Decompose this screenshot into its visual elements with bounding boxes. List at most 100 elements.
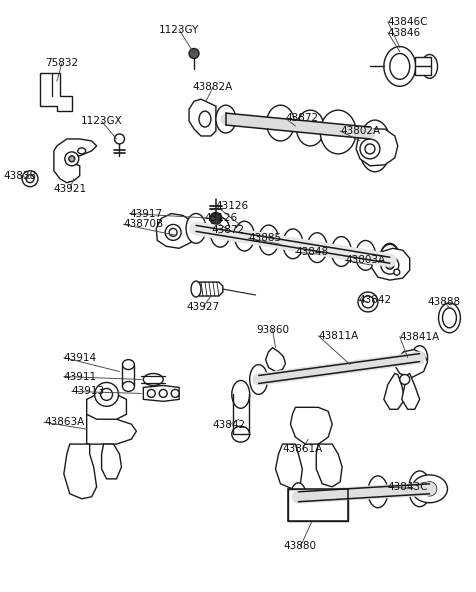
Text: 43927: 43927 bbox=[187, 302, 219, 312]
Ellipse shape bbox=[78, 148, 86, 154]
Text: 43921: 43921 bbox=[53, 184, 86, 194]
Bar bbox=[415, 57, 431, 75]
Text: 43870B: 43870B bbox=[123, 220, 164, 230]
Text: 43846C: 43846C bbox=[388, 17, 428, 27]
Text: 43126: 43126 bbox=[204, 214, 237, 223]
Circle shape bbox=[100, 388, 112, 400]
Text: 43811A: 43811A bbox=[318, 331, 358, 341]
Polygon shape bbox=[276, 444, 302, 489]
Ellipse shape bbox=[191, 281, 201, 297]
Polygon shape bbox=[101, 444, 121, 479]
Circle shape bbox=[95, 382, 119, 406]
Circle shape bbox=[423, 482, 436, 496]
Circle shape bbox=[115, 134, 124, 144]
Polygon shape bbox=[40, 73, 72, 111]
Ellipse shape bbox=[390, 53, 410, 79]
Ellipse shape bbox=[412, 475, 447, 503]
Ellipse shape bbox=[422, 54, 437, 78]
Text: 43882A: 43882A bbox=[193, 82, 233, 92]
Polygon shape bbox=[143, 385, 179, 401]
Ellipse shape bbox=[409, 471, 431, 507]
Polygon shape bbox=[288, 489, 348, 520]
Text: 43843C: 43843C bbox=[388, 482, 428, 492]
Ellipse shape bbox=[283, 229, 303, 259]
Ellipse shape bbox=[186, 214, 206, 243]
Ellipse shape bbox=[143, 374, 163, 385]
Circle shape bbox=[210, 213, 222, 224]
Circle shape bbox=[169, 229, 177, 236]
Text: 43913: 43913 bbox=[72, 387, 105, 397]
Text: 1123GX: 1123GX bbox=[81, 116, 122, 126]
Circle shape bbox=[362, 296, 374, 308]
Ellipse shape bbox=[368, 476, 388, 508]
Polygon shape bbox=[54, 139, 97, 183]
Text: 43911: 43911 bbox=[64, 372, 97, 381]
Ellipse shape bbox=[412, 346, 427, 369]
Circle shape bbox=[147, 390, 155, 397]
Text: 43885: 43885 bbox=[248, 233, 282, 243]
Text: 43872: 43872 bbox=[212, 226, 245, 236]
Text: 43803A: 43803A bbox=[345, 255, 385, 265]
Circle shape bbox=[381, 256, 399, 274]
Circle shape bbox=[69, 156, 75, 162]
Text: 43863A: 43863A bbox=[44, 417, 84, 427]
Polygon shape bbox=[290, 407, 332, 444]
Ellipse shape bbox=[235, 221, 254, 251]
Polygon shape bbox=[189, 99, 216, 136]
Polygon shape bbox=[156, 214, 196, 248]
Ellipse shape bbox=[122, 381, 134, 391]
Text: 43802A: 43802A bbox=[340, 126, 380, 136]
Text: 43842: 43842 bbox=[212, 420, 246, 430]
Circle shape bbox=[360, 139, 380, 159]
Polygon shape bbox=[64, 444, 97, 498]
Ellipse shape bbox=[380, 243, 400, 275]
Circle shape bbox=[65, 152, 79, 166]
Polygon shape bbox=[402, 374, 420, 409]
Circle shape bbox=[380, 255, 386, 261]
Ellipse shape bbox=[199, 111, 211, 127]
Text: 43872: 43872 bbox=[286, 113, 318, 123]
Polygon shape bbox=[316, 444, 342, 487]
Ellipse shape bbox=[259, 225, 278, 255]
Polygon shape bbox=[199, 282, 223, 296]
Ellipse shape bbox=[359, 120, 391, 172]
Text: 43842: 43842 bbox=[358, 295, 391, 305]
Bar bbox=[122, 365, 134, 387]
Text: 75832: 75832 bbox=[45, 59, 79, 69]
Ellipse shape bbox=[384, 47, 416, 86]
Text: 93860: 93860 bbox=[256, 325, 289, 335]
Text: 43848: 43848 bbox=[296, 247, 328, 258]
Ellipse shape bbox=[250, 365, 268, 394]
Circle shape bbox=[26, 175, 34, 183]
Circle shape bbox=[400, 375, 410, 384]
Text: 43838: 43838 bbox=[3, 170, 37, 181]
Circle shape bbox=[358, 292, 378, 312]
Ellipse shape bbox=[443, 308, 456, 328]
Ellipse shape bbox=[307, 233, 327, 263]
Text: 43126: 43126 bbox=[216, 201, 249, 211]
Ellipse shape bbox=[232, 426, 250, 442]
Ellipse shape bbox=[438, 303, 460, 333]
Ellipse shape bbox=[122, 359, 134, 369]
Ellipse shape bbox=[188, 214, 204, 242]
Text: 43880: 43880 bbox=[284, 542, 317, 552]
Ellipse shape bbox=[232, 381, 250, 408]
Polygon shape bbox=[395, 350, 427, 378]
Text: 43914: 43914 bbox=[64, 353, 97, 363]
Circle shape bbox=[386, 261, 394, 269]
Circle shape bbox=[22, 170, 38, 186]
Ellipse shape bbox=[320, 110, 356, 154]
Polygon shape bbox=[372, 248, 410, 280]
Polygon shape bbox=[266, 348, 286, 372]
Ellipse shape bbox=[356, 240, 376, 271]
Text: 43861A: 43861A bbox=[282, 444, 323, 454]
Polygon shape bbox=[356, 129, 398, 166]
Ellipse shape bbox=[216, 105, 236, 133]
Ellipse shape bbox=[297, 110, 324, 146]
Ellipse shape bbox=[210, 217, 230, 247]
Text: 43888: 43888 bbox=[428, 297, 461, 307]
Text: 43917: 43917 bbox=[129, 208, 162, 218]
Circle shape bbox=[159, 390, 167, 397]
Ellipse shape bbox=[267, 105, 295, 141]
Polygon shape bbox=[384, 374, 405, 409]
